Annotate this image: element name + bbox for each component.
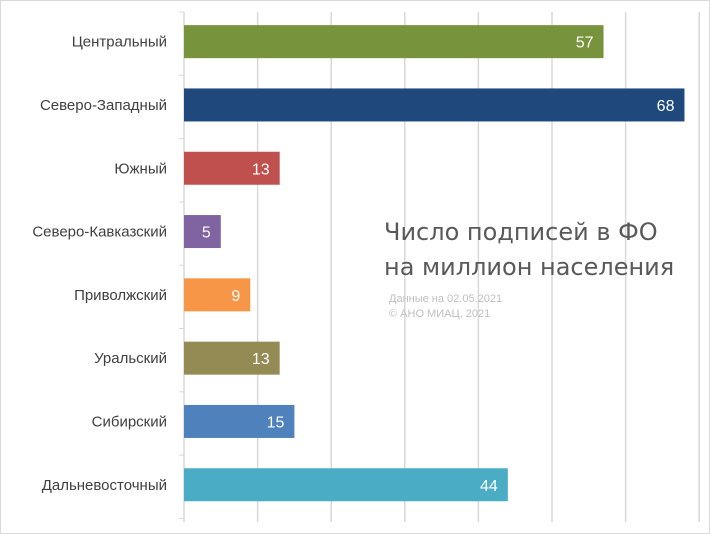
bar-1 bbox=[184, 25, 604, 59]
copyright-note: © АНО МИАЦ, 2021 bbox=[389, 308, 490, 320]
value-label: 13 bbox=[252, 351, 270, 368]
bar-7 bbox=[184, 404, 295, 438]
category-label: Южный bbox=[114, 160, 167, 177]
chart-title-line-2: на миллион населения bbox=[384, 253, 674, 281]
value-label: 44 bbox=[480, 478, 498, 495]
value-label: 15 bbox=[267, 414, 285, 431]
bar-6 bbox=[184, 341, 280, 375]
category-label: Северо-Кавказский bbox=[32, 224, 167, 241]
category-label: Сибирский bbox=[92, 413, 167, 430]
value-label: 5 bbox=[202, 225, 211, 242]
category-label: Уральский bbox=[94, 350, 167, 367]
category-labels: Центральный Северо-Западный Южный Северо-Ка… bbox=[32, 34, 167, 494]
bar-5 bbox=[184, 278, 251, 312]
bar-2 bbox=[184, 88, 685, 122]
category-label: Северо-Западный bbox=[40, 97, 167, 114]
bar-3 bbox=[184, 151, 280, 185]
category-label: Приволжский bbox=[74, 287, 167, 304]
value-label: 68 bbox=[657, 98, 675, 115]
data-date-note: Данные на 02.05.2021 bbox=[389, 293, 502, 305]
category-label: Дальневосточный bbox=[42, 477, 167, 494]
bar-8 bbox=[184, 468, 508, 502]
category-label: Центральный bbox=[72, 34, 167, 51]
bars bbox=[184, 25, 685, 502]
bar-4 bbox=[184, 215, 221, 249]
value-label: 57 bbox=[576, 35, 594, 52]
value-labels: 57 68 13 5 9 13 15 44 bbox=[202, 35, 675, 495]
chart-title-line-1: Число подписей в ФО bbox=[384, 218, 658, 246]
value-label: 9 bbox=[231, 288, 240, 305]
value-label: 13 bbox=[252, 161, 270, 178]
